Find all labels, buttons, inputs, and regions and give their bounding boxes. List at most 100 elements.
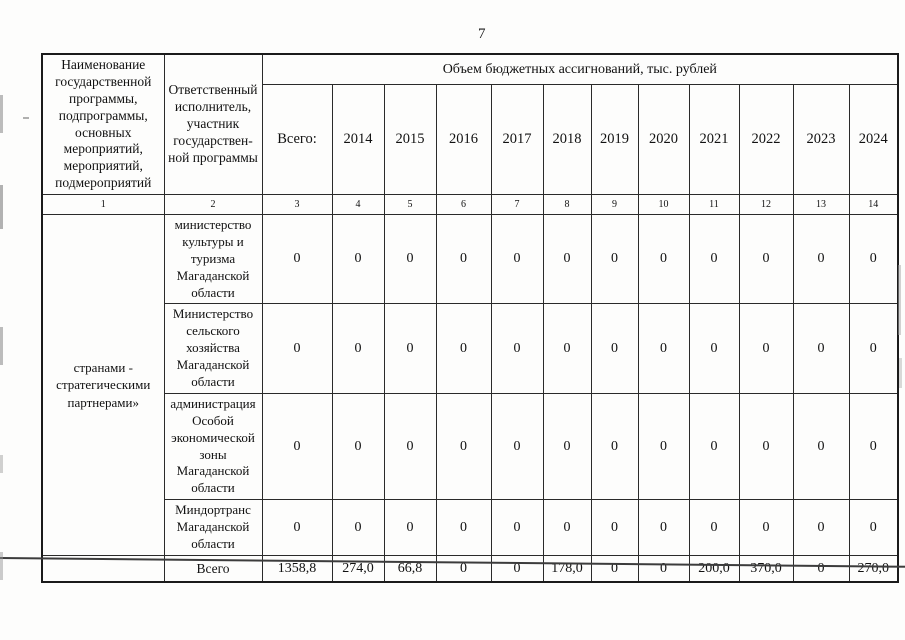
total-value-cell: 0 [792,554,850,583]
value-cell: 0 [792,303,850,394]
value-cell: 0 [738,392,794,501]
value-cell: 0 [848,499,899,556]
header-volume-title: Объем бюджетных ассигнований, тыс. рубле… [261,53,899,86]
value-cell: 0 [688,392,740,501]
value-cell: 0 [688,213,740,305]
value-cell: 0 [331,213,385,305]
value-cell: 0 [738,499,794,556]
scan-edge-mark [0,185,3,229]
value-cell: 0 [383,303,437,394]
value-cell: 0 [490,303,544,394]
total-value-cell: 274,0 [331,554,385,583]
value-cell: 0 [637,499,690,556]
header-year-2020: 2020 [637,84,690,195]
header-year-2021: 2021 [688,84,740,195]
budget-table: Наименование государственной программы, … [41,53,900,584]
col-number: 4 [331,194,385,215]
header-year-2023: 2023 [792,84,850,195]
table-row: Миндортранс Магаданской области 0 0 0 0 … [42,499,899,556]
col-number: 6 [435,194,492,215]
scan-edge-mark [0,327,3,365]
col-number: 11 [688,194,740,215]
program-name-cell: странами - стратегическими партнерами» [41,214,165,556]
executor-cell: Миндортранс Магаданской области [163,499,263,556]
header-year-2014: 2014 [331,84,385,195]
value-cell: 0 [331,499,385,556]
value-cell: 0 [792,499,850,556]
table-row: администрация Особой экономической зоны … [42,392,899,501]
header-year-2024: 2024 [848,84,899,195]
value-cell: 0 [542,499,592,556]
value-cell: 0 [542,213,592,305]
total-value-cell: 66,8 [383,554,437,583]
table-row: Министерство сельского хозяйства Магадан… [42,303,899,394]
total-value-cell: 0 [590,554,639,583]
value-cell: 0 [688,303,740,394]
total-value-cell: 200,0 [688,554,740,583]
value-cell: 0 [738,213,794,305]
col-number: 10 [637,194,690,215]
value-cell: 0 [542,392,592,501]
total-value-cell: 0 [637,554,690,583]
col-number: 1 [41,194,165,215]
value-cell: 0 [848,392,899,501]
page-number: 7 [478,26,486,42]
executor-cell: администрация Особой экономической зоны … [163,392,263,501]
header-executor: Ответственный исполнитель, участник госу… [163,53,263,195]
header-program-name: Наименование государственной программы, … [41,53,165,195]
total-value-cell: 1358,8 [261,554,333,583]
value-cell: 0 [590,499,639,556]
col-number: 2 [163,194,263,215]
value-cell: 0 [637,303,690,394]
table-row: странами - стратегическими партнерами» м… [41,213,899,556]
value-cell: 0 [792,213,850,305]
value-cell: 0 [490,499,544,556]
header-year-2019: 2019 [590,84,639,195]
col-number: 3 [261,194,333,215]
total-value-cell: 0 [435,554,492,583]
value-cell: 0 [590,392,639,501]
scan-dash-mark [23,117,29,119]
col-number: 7 [490,194,544,215]
value-cell: 0 [383,392,437,501]
scan-edge-mark [0,95,3,133]
header-year-2016: 2016 [435,84,492,195]
value-cell: 0 [383,499,437,556]
value-cell: 0 [435,303,492,394]
executor-cell: министерство культуры и туризма Магаданс… [163,213,263,305]
col-number: 13 [792,194,850,215]
header-row-years: Всего: 2014 2015 2016 2017 2018 2019 202… [42,84,899,195]
value-cell: 0 [435,213,492,305]
col-number: 14 [848,194,899,215]
scan-edge-mark [899,358,902,388]
total-value-cell: 0 [490,554,544,583]
value-cell: 0 [261,499,333,556]
value-cell: 0 [383,213,437,305]
header-year-2017: 2017 [490,84,544,195]
value-cell: 0 [848,303,899,394]
value-cell: 0 [792,392,850,501]
value-cell: 0 [490,213,544,305]
value-cell: 0 [590,303,639,394]
scan-edge-mark [0,552,3,580]
value-cell: 0 [261,213,333,305]
value-cell: 0 [637,392,690,501]
value-cell: 0 [435,392,492,501]
value-cell: 0 [331,392,385,501]
header-row-numbers: 1 2 3 4 5 6 7 8 9 10 11 12 13 14 [41,194,899,215]
value-cell: 0 [331,303,385,394]
col-number: 9 [590,194,639,215]
value-cell: 0 [848,213,899,305]
value-cell: 0 [688,499,740,556]
total-value-cell: 270,0 [848,554,899,583]
header-row-top: Наименование государственной программы, … [41,53,899,195]
scan-edge-mark [0,455,3,473]
total-row: Всего 1358,8 274,0 66,8 0 0 178,0 0 0 20… [41,554,899,583]
header-year-2015: 2015 [383,84,437,195]
header-year-2018: 2018 [542,84,592,195]
col-number: 12 [738,194,794,215]
total-value-cell: 178,0 [542,554,592,583]
value-cell: 0 [637,213,690,305]
value-cell: 0 [738,303,794,394]
value-cell: 0 [490,392,544,501]
